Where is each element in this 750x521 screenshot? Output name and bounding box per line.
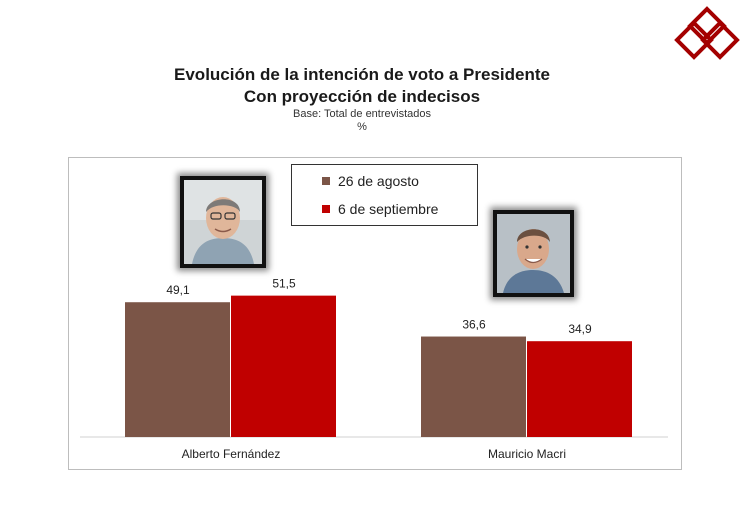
bar-series-2-cat-1 [231,295,336,437]
legend-label-series-2: 6 de septiembre [338,201,439,217]
chart-subtitle: Con proyección de indecisos [243,87,481,106]
bar-series-1-cat-1 [125,302,230,437]
candidate-photo-fernandez [180,176,266,268]
legend-item-series-1: 26 de agosto [322,173,419,189]
legend-item-series-2: 6 de septiembre [322,201,438,217]
data-label-series-1-cat-1: 49,1 [166,283,190,297]
data-label-series-2-cat-2: 34,9 [568,322,592,336]
legend-swatch-series-2 [322,205,330,213]
legend-label-series-1: 26 de agosto [338,173,419,189]
chart-legend: 26 de agosto 6 de septiembre [291,164,478,226]
chart-base-note: Base: Total de entrevistados [293,108,431,120]
bar-series-1-cat-2 [421,336,526,437]
category-label-2: Mauricio Macri [488,447,566,461]
legend-swatch-series-1 [322,177,330,185]
chart-titles: Evolución de la intención de voto a Pres… [0,64,750,134]
candidate-photo-macri [493,210,574,297]
chart-unit: % [357,121,367,133]
pollster-logo-icon [674,6,740,60]
data-label-series-1-cat-2: 36,6 [462,318,486,332]
bar-series-2-cat-2 [527,341,632,437]
chart-title: Evolución de la intención de voto a Pres… [174,65,550,84]
data-label-series-2-cat-1: 51,5 [272,277,296,291]
category-label-1: Alberto Fernández [182,447,281,461]
